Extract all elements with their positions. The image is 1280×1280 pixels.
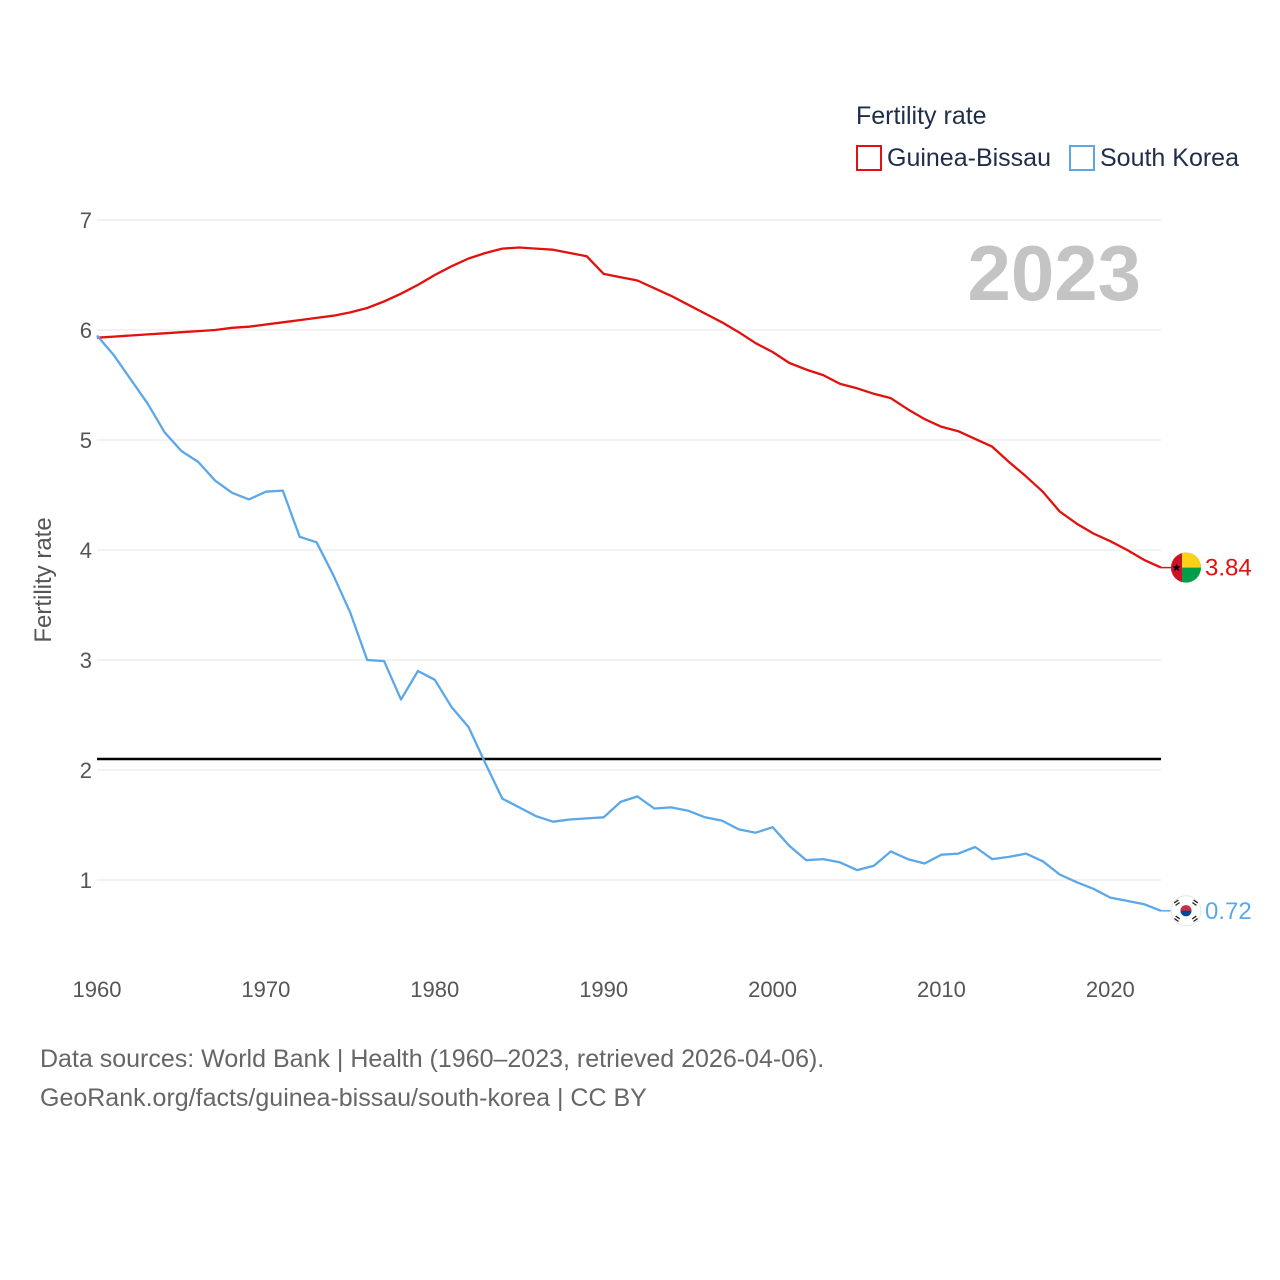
y-tick-label: 7	[80, 208, 92, 233]
x-tick-label: 2020	[1086, 977, 1135, 1002]
x-tick-label: 2000	[748, 977, 797, 1002]
y-axis-ticks: 1 2 3 4 5 6 7	[80, 208, 92, 893]
legend-label-guinea-bissau: Guinea-Bissau	[887, 144, 1051, 172]
end-value-guinea-bissau: 3.84	[1205, 555, 1252, 582]
y-tick-label: 6	[80, 318, 92, 343]
year-label: 2023	[967, 229, 1141, 317]
legend-item-south-korea[interactable]: South Korea	[1069, 144, 1239, 172]
guinea-bissau-flag-icon	[1171, 552, 1201, 583]
footer-sources: Data sources: World Bank | Health (1960–…	[40, 1045, 825, 1073]
y-tick-label: 1	[80, 868, 92, 893]
x-tick-label: 1970	[241, 977, 290, 1002]
x-tick-label: 1960	[73, 977, 122, 1002]
x-tick-label: 1980	[410, 977, 459, 1002]
series-line-south-korea	[96, 334, 1162, 912]
legend-swatch-south-korea	[1069, 145, 1095, 171]
legend-item-guinea-bissau[interactable]: Guinea-Bissau	[856, 144, 1051, 172]
fertility-line-chart: 1 2 3 4 5 6 7 1960 1970 1980 1990 2000 2010 2020 Fer…	[30, 102, 1252, 1002]
legend-swatch-guinea-bissau	[856, 145, 882, 171]
x-tick-label: 2010	[917, 977, 966, 1002]
y-tick-label: 3	[80, 648, 92, 673]
x-axis-ticks: 1960 1970 1980 1990 2000 2010 2020	[73, 977, 1135, 1002]
grid-lines	[97, 219, 1161, 881]
end-value-south-korea: 0.72	[1205, 898, 1252, 925]
series-lines	[96, 246, 1172, 912]
legend[interactable]: Fertility rate Guinea-Bissau South Korea	[856, 102, 1239, 172]
y-tick-label: 2	[80, 758, 92, 783]
series-line-guinea-bissau	[96, 246, 1162, 569]
footer-attribution[interactable]: GeoRank.org/facts/guinea-bissau/south-ko…	[40, 1084, 647, 1112]
y-tick-label: 5	[80, 428, 92, 453]
y-tick-label: 4	[80, 538, 92, 563]
legend-label-south-korea: South Korea	[1100, 144, 1239, 172]
x-tick-label: 1990	[579, 977, 628, 1002]
legend-title: Fertility rate	[856, 102, 987, 130]
south-korea-flag-icon	[1170, 895, 1202, 927]
y-axis-label: Fertility rate	[30, 517, 57, 642]
